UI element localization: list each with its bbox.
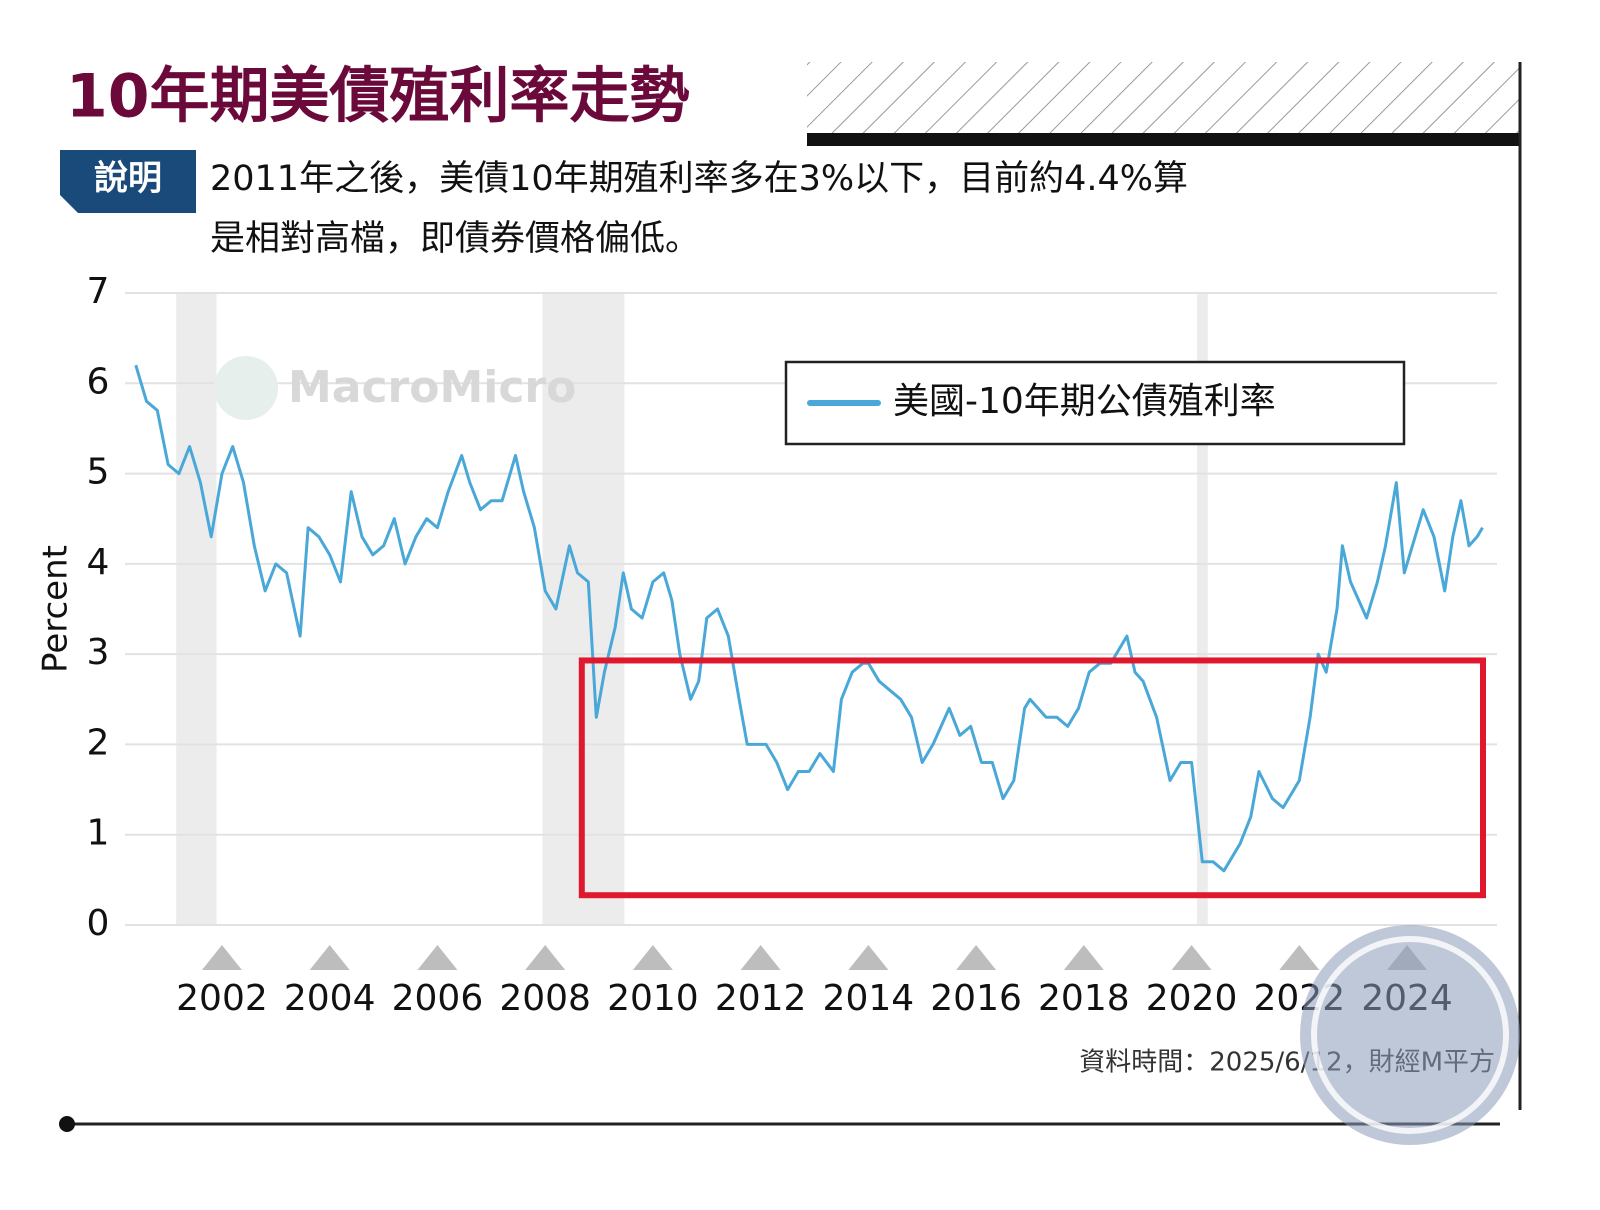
x-tick-marker bbox=[201, 945, 242, 970]
x-tick-marker bbox=[417, 945, 458, 970]
y-tick-label: 7 bbox=[87, 271, 110, 312]
description-line: 2011年之後，美債10年期殖利率多在3%以下，目前約4.4%算 bbox=[210, 159, 1188, 199]
x-tick-label: 2006 bbox=[392, 978, 484, 1019]
x-tick-marker bbox=[1063, 945, 1104, 970]
recession-shade bbox=[1196, 293, 1208, 925]
x-tick-label: 2012 bbox=[715, 978, 807, 1019]
x-tick-label: 2020 bbox=[1146, 978, 1238, 1019]
legend-label: 美國-10年期公債殖利率 bbox=[893, 381, 1276, 422]
watermark-icon bbox=[214, 356, 278, 420]
x-tick-label: 2004 bbox=[284, 978, 376, 1019]
x-tick-marker bbox=[309, 945, 350, 970]
y-axis-label: Percent bbox=[36, 545, 76, 673]
x-tick-marker bbox=[1171, 945, 1212, 970]
x-tick-label: 2016 bbox=[930, 978, 1022, 1019]
x-tick-marker bbox=[848, 945, 889, 970]
frame-dot bbox=[59, 1116, 75, 1132]
header-bar bbox=[807, 133, 1520, 146]
logo bbox=[1300, 925, 1520, 1145]
x-tick-marker bbox=[632, 945, 673, 970]
logo-ring bbox=[1311, 936, 1509, 1134]
y-tick-label: 0 bbox=[87, 903, 110, 944]
highlight-box bbox=[578, 657, 1486, 899]
recession-shade bbox=[176, 293, 217, 925]
x-tick-marker bbox=[740, 945, 781, 970]
legend-box bbox=[784, 360, 1406, 446]
watermark: MacroMicro bbox=[288, 362, 576, 413]
x-tick-label: 2014 bbox=[823, 978, 915, 1019]
series-line bbox=[134, 364, 1484, 873]
hatch-decoration bbox=[807, 62, 1520, 134]
x-tick-marker bbox=[525, 945, 566, 970]
x-tick-label: 2008 bbox=[499, 978, 591, 1019]
x-tick-label: 2018 bbox=[1038, 978, 1130, 1019]
note-label: 說明 bbox=[94, 159, 162, 199]
chart-title: 10年期美債殖利率走勢 bbox=[66, 62, 690, 132]
y-tick-label: 5 bbox=[87, 452, 110, 493]
description-line: 是相對高檔，即債券價格偏低。 bbox=[210, 219, 700, 259]
y-tick-label: 4 bbox=[87, 542, 110, 583]
y-tick-label: 1 bbox=[87, 813, 110, 854]
y-tick-label: 3 bbox=[87, 632, 110, 673]
note-box bbox=[60, 150, 196, 213]
x-tick-label: 2010 bbox=[607, 978, 699, 1019]
y-tick-label: 6 bbox=[87, 361, 110, 402]
x-tick-marker bbox=[956, 945, 997, 970]
x-tick-marker bbox=[1279, 945, 1320, 970]
y-tick-label: 2 bbox=[87, 722, 110, 763]
x-tick-label: 2002 bbox=[176, 978, 268, 1019]
